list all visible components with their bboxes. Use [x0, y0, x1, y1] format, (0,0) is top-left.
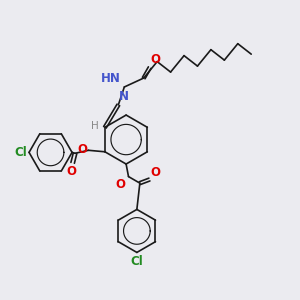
- Text: O: O: [150, 166, 160, 179]
- Text: O: O: [67, 165, 77, 178]
- Text: Cl: Cl: [130, 255, 143, 268]
- Text: O: O: [115, 178, 125, 191]
- Text: N: N: [119, 90, 129, 104]
- Text: O: O: [150, 53, 160, 66]
- Text: O: O: [77, 143, 87, 156]
- Text: H: H: [91, 122, 98, 131]
- Text: Cl: Cl: [15, 146, 28, 159]
- Text: HN: HN: [101, 72, 121, 85]
